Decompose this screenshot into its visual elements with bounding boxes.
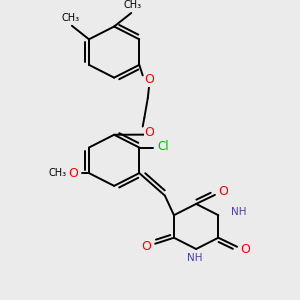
Text: O: O <box>145 74 154 86</box>
Text: O: O <box>241 243 250 256</box>
Text: O: O <box>145 126 154 139</box>
Text: NH: NH <box>187 253 202 263</box>
Text: O: O <box>68 167 78 180</box>
Text: CH₃: CH₃ <box>124 1 142 10</box>
Text: CH₃: CH₃ <box>48 168 66 178</box>
Text: CH₃: CH₃ <box>61 13 79 23</box>
Text: NH: NH <box>231 207 247 217</box>
Text: O: O <box>142 240 152 253</box>
Text: O: O <box>218 185 228 198</box>
Text: Cl: Cl <box>158 140 169 153</box>
